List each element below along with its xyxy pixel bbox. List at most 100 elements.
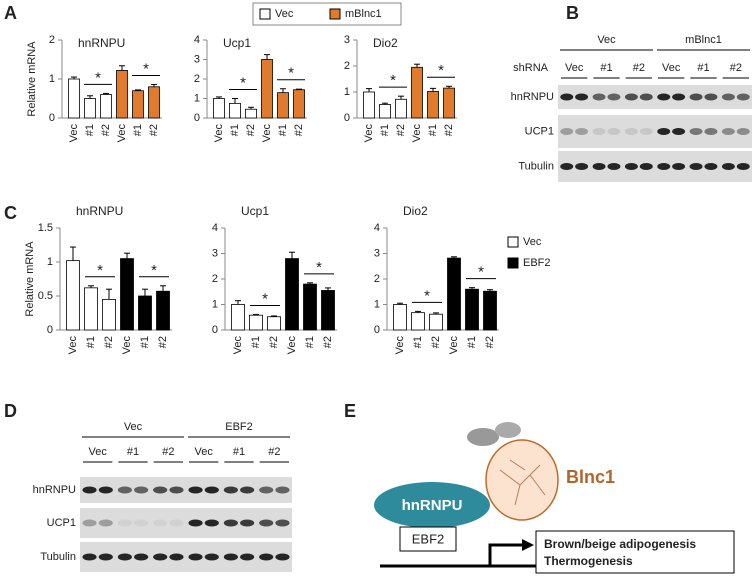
- x-tick-label: Vec: [68, 124, 80, 143]
- x-tick-label: #1: [277, 124, 289, 136]
- band: [134, 553, 149, 561]
- chart-title: Dio2: [403, 204, 428, 218]
- lane-label: #1: [697, 62, 709, 74]
- y-tick-label: 2: [212, 273, 218, 285]
- band: [169, 519, 184, 527]
- legend-swatch: [507, 236, 519, 248]
- lane-label: Vec: [194, 446, 213, 458]
- x-tick-label: #1: [229, 124, 241, 136]
- significance-star: *: [143, 60, 149, 77]
- bar: [465, 288, 479, 331]
- row-label: Tubulin: [518, 160, 554, 172]
- band: [736, 128, 750, 135]
- x-tick-label: Vec: [116, 124, 128, 143]
- y-tick-label: 2: [194, 73, 200, 85]
- y-tick-label: 4: [212, 222, 218, 234]
- chart-title: Ucp1: [223, 36, 251, 50]
- y-tick-label: 1: [194, 92, 200, 104]
- significance-star: *: [151, 262, 157, 279]
- lane-label: #1: [600, 62, 612, 74]
- chart-title: hnRNPU: [76, 204, 123, 218]
- band: [639, 163, 653, 170]
- band: [624, 93, 638, 101]
- y-tick-label: 0: [212, 324, 218, 336]
- group-label: Vec: [124, 421, 143, 433]
- x-tick-label: #2: [268, 336, 280, 348]
- x-tick-label: #1: [427, 124, 439, 136]
- bar: [213, 98, 225, 119]
- significance-star: *: [240, 74, 246, 91]
- band: [275, 553, 290, 561]
- y-tick-label: 1: [212, 298, 218, 310]
- bar: [443, 87, 455, 119]
- lane-label: #1: [233, 446, 245, 458]
- bar: [249, 314, 263, 331]
- legend-swatch: [259, 8, 271, 20]
- significance-star: *: [95, 69, 101, 86]
- x-tick-label: #1: [139, 336, 151, 348]
- chart-title: hnRNPU: [78, 36, 125, 50]
- panel-label: C: [4, 203, 17, 223]
- x-tick-label: Vec: [261, 124, 273, 143]
- bar: [285, 258, 299, 331]
- y-tick-label: 1: [374, 298, 380, 310]
- band: [188, 553, 203, 561]
- band: [607, 93, 621, 101]
- band: [575, 128, 589, 135]
- lane-label: #2: [268, 446, 280, 458]
- x-tick-label: Vec: [232, 336, 244, 355]
- x-tick-label: #2: [293, 124, 305, 136]
- lane-label: #1: [127, 446, 139, 458]
- band: [275, 519, 290, 527]
- bar: [261, 59, 273, 119]
- target-box: [535, 530, 735, 574]
- y-tick-label: 0: [194, 112, 200, 124]
- x-tick-label: #2: [484, 336, 496, 348]
- band: [721, 163, 735, 170]
- y-tick-label: 1: [344, 86, 350, 98]
- y-tick-label: 2: [374, 273, 380, 285]
- legend-label: EBF2: [523, 257, 551, 269]
- band: [704, 128, 718, 135]
- bar: [116, 70, 128, 119]
- y-axis-label: Relative mRNA: [26, 41, 38, 117]
- band: [736, 93, 750, 101]
- band: [624, 163, 638, 170]
- band: [736, 163, 750, 170]
- band: [134, 519, 149, 527]
- x-tick-label: #2: [100, 124, 112, 136]
- significance-star: *: [288, 65, 294, 82]
- bar: [277, 92, 289, 119]
- band: [592, 93, 606, 101]
- protein-label: hnRNPU: [402, 497, 463, 514]
- bar: [68, 78, 80, 119]
- panel-label: E: [344, 401, 356, 421]
- shape: [467, 428, 499, 446]
- lane-label: Vec: [88, 446, 107, 458]
- bar: [293, 89, 305, 119]
- y-tick-label: 0: [47, 324, 53, 336]
- bar: [120, 258, 134, 331]
- y-tick-label: 3: [344, 34, 350, 46]
- bar: [156, 290, 170, 331]
- band: [689, 93, 703, 101]
- row-label: UCP1: [47, 517, 76, 529]
- target-label: Thermogenesis: [544, 554, 633, 568]
- bar: [100, 94, 112, 119]
- band: [82, 553, 97, 561]
- band: [82, 519, 97, 527]
- bar: [102, 298, 116, 331]
- group-label: mBlnc1: [685, 34, 722, 46]
- band: [117, 553, 132, 561]
- band: [575, 163, 589, 170]
- x-tick-label: Vec: [121, 336, 133, 355]
- band: [204, 486, 219, 494]
- row-label: hnRNPU: [33, 484, 76, 496]
- band: [240, 486, 255, 494]
- significance-star: *: [262, 290, 268, 307]
- legend-label: Vec: [275, 8, 294, 20]
- legend-box: [252, 2, 402, 26]
- row-label: hnRNPU: [511, 91, 554, 103]
- bar: [395, 98, 407, 119]
- significance-star: *: [97, 262, 103, 279]
